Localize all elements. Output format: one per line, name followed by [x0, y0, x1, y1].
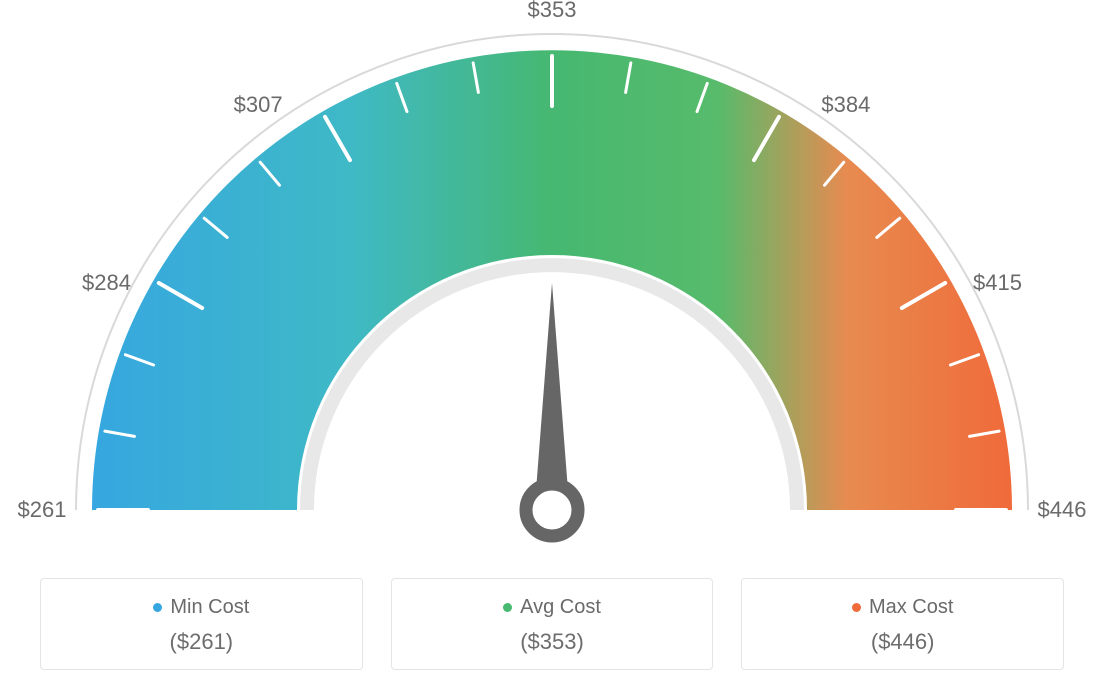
- legend-value-avg: ($353): [402, 629, 703, 655]
- dot-icon: [153, 603, 162, 612]
- legend-label: Max Cost: [869, 595, 953, 619]
- legend-row: Min Cost ($261) Avg Cost ($353) Max Cost…: [40, 578, 1064, 670]
- gauge-tick-label: $307: [234, 92, 283, 118]
- gauge-tick-label: $261: [18, 497, 67, 523]
- dot-icon: [503, 603, 512, 612]
- legend-title-max: Max Cost: [852, 595, 953, 619]
- gauge-tick-label: $446: [1038, 497, 1087, 523]
- legend-label: Min Cost: [170, 595, 249, 619]
- gauge-tick-label: $353: [528, 0, 577, 23]
- legend-label: Avg Cost: [520, 595, 601, 619]
- legend-card-max: Max Cost ($446): [741, 578, 1064, 670]
- gauge-svg: [0, 0, 1104, 570]
- legend-value-min: ($261): [51, 629, 352, 655]
- gauge-tick-label: $384: [821, 92, 870, 118]
- legend-card-avg: Avg Cost ($353): [391, 578, 714, 670]
- legend-title-avg: Avg Cost: [503, 595, 601, 619]
- legend-card-min: Min Cost ($261): [40, 578, 363, 670]
- legend-value-max: ($446): [752, 629, 1053, 655]
- legend-title-min: Min Cost: [153, 595, 249, 619]
- cost-gauge-chart: $261 $284 $307 $353 $384 $415 $446: [0, 0, 1104, 570]
- dot-icon: [852, 603, 861, 612]
- gauge-tick-label: $284: [82, 270, 131, 296]
- gauge-tick-label: $415: [973, 270, 1022, 296]
